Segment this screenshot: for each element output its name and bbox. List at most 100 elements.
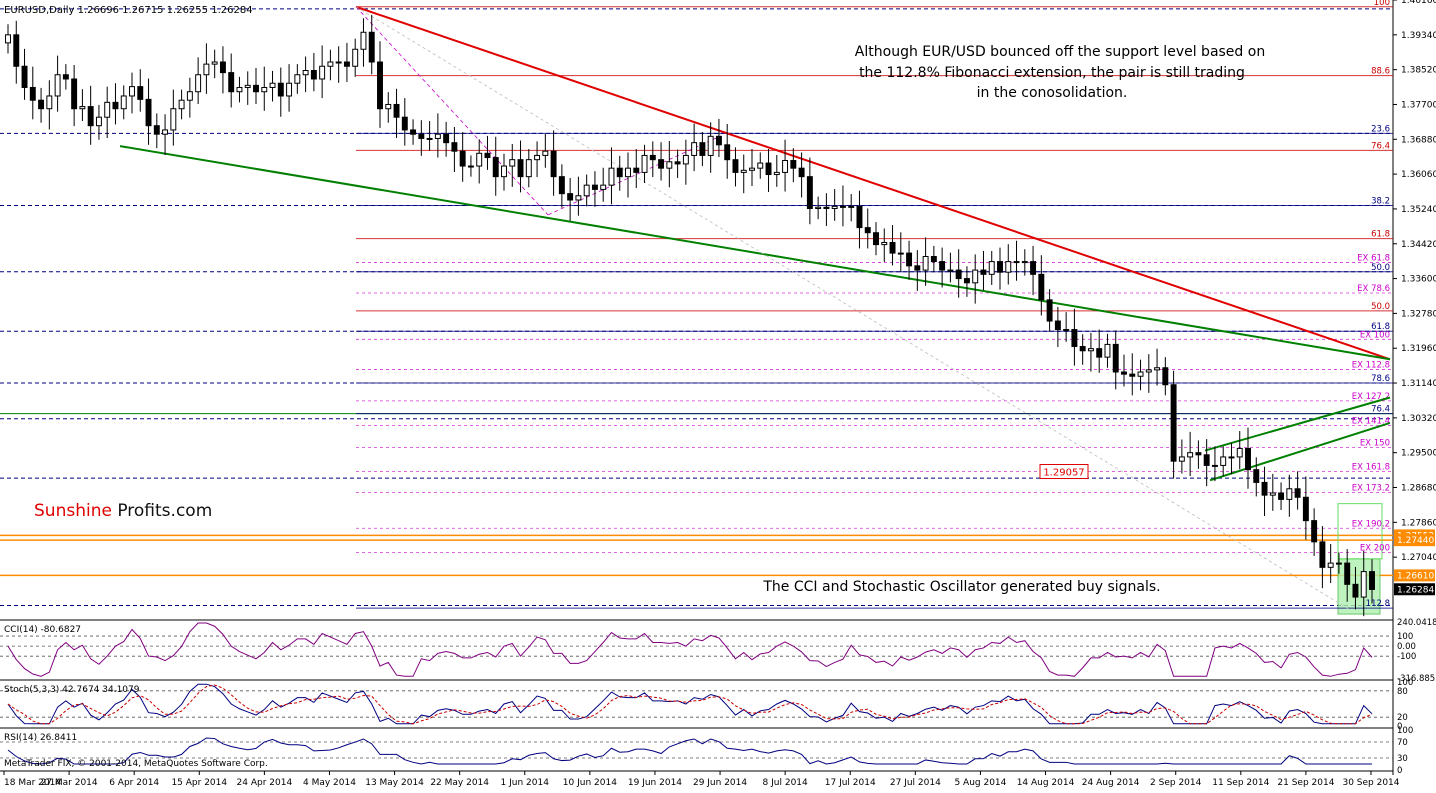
bearish-candle[interactable] — [939, 261, 946, 271]
bullish-candle[interactable] — [1178, 456, 1185, 462]
bullish-candle[interactable] — [1228, 456, 1235, 459]
bearish-candle[interactable] — [145, 98, 152, 127]
bearish-candle[interactable] — [1245, 447, 1251, 471]
bullish-candle[interactable] — [583, 184, 590, 197]
bullish-candle[interactable] — [1335, 562, 1342, 565]
bearish-candle[interactable] — [1129, 373, 1136, 377]
bullish-candle[interactable] — [641, 154, 648, 173]
bearish-candle[interactable] — [955, 269, 962, 280]
bullish-candle[interactable] — [972, 269, 979, 284]
bearish-candle[interactable] — [715, 135, 722, 146]
bearish-candle[interactable] — [1121, 371, 1127, 375]
bullish-candle[interactable] — [120, 95, 127, 110]
bearish-candle[interactable] — [137, 86, 144, 100]
bearish-candle[interactable] — [418, 133, 425, 139]
bearish-candle[interactable] — [21, 65, 28, 88]
bearish-candle[interactable] — [616, 167, 623, 178]
bullish-candle[interactable] — [186, 91, 193, 101]
bullish-candle[interactable] — [525, 159, 532, 178]
bearish-candle[interactable] — [1170, 384, 1177, 462]
bullish-candle[interactable] — [757, 162, 764, 169]
bullish-candle[interactable] — [831, 205, 838, 210]
bearish-candle[interactable] — [1369, 571, 1375, 590]
bearish-candle[interactable] — [997, 261, 1003, 273]
bearish-candle[interactable] — [377, 61, 383, 110]
bullish-candle[interactable] — [922, 255, 929, 271]
bullish-candle[interactable] — [244, 84, 251, 88]
bearish-candle[interactable] — [790, 160, 797, 169]
bullish-candle[interactable] — [1137, 371, 1144, 377]
bullish-candle[interactable] — [897, 252, 904, 255]
bearish-candle[interactable] — [658, 159, 665, 169]
bearish-candle[interactable] — [674, 161, 681, 165]
bearish-candle[interactable] — [930, 255, 937, 263]
bullish-candle[interactable] — [773, 171, 780, 176]
bearish-candle[interactable] — [1203, 454, 1210, 466]
bearish-candle[interactable] — [1319, 541, 1326, 568]
bearish-candle[interactable] — [443, 133, 450, 144]
bullish-candle[interactable] — [749, 167, 755, 171]
bearish-candle[interactable] — [1162, 367, 1169, 386]
bearish-candle[interactable] — [724, 144, 731, 161]
bearish-candle[interactable] — [649, 154, 656, 161]
bullish-candle[interactable] — [1145, 369, 1152, 373]
bearish-candle[interactable] — [1054, 320, 1061, 331]
bearish-candle[interactable] — [1195, 452, 1202, 456]
bearish-candle[interactable] — [806, 176, 813, 210]
bearish-candle[interactable] — [459, 150, 466, 167]
bullish-candle[interactable] — [1187, 452, 1194, 458]
bearish-candle[interactable] — [765, 162, 772, 176]
bullish-candle[interactable] — [360, 31, 367, 50]
bearish-candle[interactable] — [451, 142, 458, 152]
bearish-candle[interactable] — [591, 184, 598, 190]
bullish-candle[interactable] — [1360, 571, 1367, 598]
bearish-candle[interactable] — [558, 176, 565, 195]
bearish-candle[interactable] — [1079, 346, 1086, 352]
bearish-candle[interactable] — [1311, 520, 1318, 543]
bullish-candle[interactable] — [1087, 348, 1094, 352]
bearish-candle[interactable] — [368, 31, 375, 63]
bearish-candle[interactable] — [980, 269, 987, 275]
bearish-candle[interactable] — [1253, 469, 1260, 483]
bullish-candle[interactable] — [327, 61, 334, 67]
bullish-candle[interactable] — [1327, 562, 1334, 568]
bearish-candle[interactable] — [864, 227, 871, 234]
bullish-candle[interactable] — [319, 65, 326, 80]
bearish-candle[interactable] — [38, 99, 45, 110]
bullish-candle[interactable] — [1005, 261, 1012, 273]
bullish-candle[interactable] — [476, 152, 483, 167]
bearish-candle[interactable] — [906, 252, 913, 267]
bullish-candle[interactable] — [286, 82, 293, 97]
bullish-candle[interactable] — [947, 269, 954, 272]
bullish-candle[interactable] — [5, 34, 11, 44]
bullish-candle[interactable] — [1236, 447, 1243, 458]
bullish-candle[interactable] — [1063, 329, 1070, 332]
bullish-candle[interactable] — [162, 129, 169, 135]
bullish-candle[interactable] — [707, 135, 714, 156]
bearish-candle[interactable] — [1352, 583, 1359, 598]
bullish-candle[interactable] — [261, 86, 268, 93]
bullish-candle[interactable] — [294, 74, 301, 84]
bullish-candle[interactable] — [170, 108, 177, 131]
bullish-candle[interactable] — [682, 154, 689, 165]
bullish-candle[interactable] — [666, 161, 673, 169]
bullish-candle[interactable] — [1154, 367, 1161, 371]
bearish-candle[interactable] — [13, 34, 20, 67]
bearish-candle[interactable] — [1302, 496, 1309, 522]
bearish-candle[interactable] — [1071, 329, 1078, 348]
bullish-candle[interactable] — [848, 205, 855, 208]
bearish-candle[interactable] — [839, 205, 846, 208]
bullish-candle[interactable] — [881, 241, 888, 246]
bearish-candle[interactable] — [517, 159, 524, 178]
bearish-candle[interactable] — [71, 78, 78, 110]
bearish-candle[interactable] — [1112, 343, 1119, 373]
bearish-candle[interactable] — [633, 167, 640, 173]
bearish-candle[interactable] — [732, 159, 739, 173]
bearish-candle[interactable] — [873, 232, 879, 246]
bullish-candle[interactable] — [1269, 492, 1276, 496]
bullish-candle[interactable] — [104, 101, 111, 118]
bearish-candle[interactable] — [112, 101, 119, 110]
bullish-candle[interactable] — [46, 95, 53, 110]
